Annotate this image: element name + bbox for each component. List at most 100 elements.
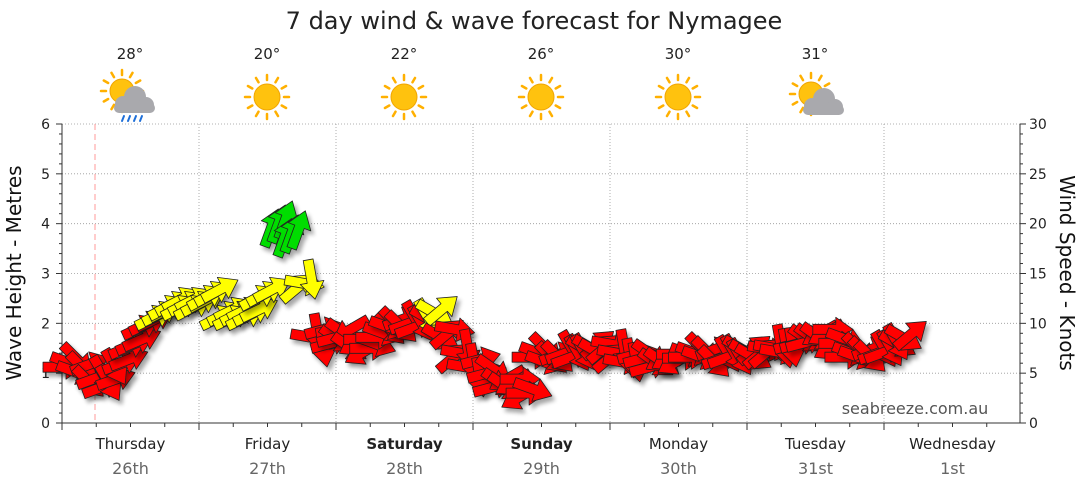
- sun-cloud-rain-icon: [99, 68, 155, 122]
- sun-ray: [411, 110, 417, 118]
- sun-ray: [246, 104, 254, 110]
- sun-ray: [799, 74, 805, 82]
- wind-arrow: [512, 377, 553, 402]
- x-day-label: Saturday: [366, 435, 443, 453]
- sun-ray: [254, 76, 260, 84]
- sun-disc: [664, 83, 692, 111]
- y-right-tick-label: 25: [1029, 167, 1047, 183]
- sun-ray: [102, 97, 110, 103]
- wind-arrow: [299, 258, 325, 300]
- wind-arrow-group: [501, 377, 553, 410]
- temperature-label: 31°: [802, 45, 829, 63]
- temperature-label: 20°: [254, 45, 281, 63]
- watermark: seabreeze.com.au: [842, 399, 989, 418]
- y-left-tick-label: 2: [41, 316, 50, 332]
- sun-disc: [527, 83, 555, 111]
- wind-arrow-group: [420, 317, 475, 351]
- cloud-shape: [803, 88, 844, 115]
- x-day-label: Friday: [245, 435, 291, 453]
- wind-arrow: [199, 276, 239, 304]
- y-right-tick-label: 30: [1029, 117, 1047, 133]
- cloud-base: [114, 103, 155, 113]
- sun-ray: [280, 104, 288, 110]
- sun-icon: [243, 73, 291, 121]
- sun-ray: [799, 106, 805, 114]
- y-right-tick-label: 15: [1029, 267, 1047, 283]
- rain-drop: [139, 115, 143, 122]
- weather-icons: 28° 20° 22° 26° 30° 31°: [99, 45, 844, 122]
- y-right-label: Wind Speed - Knots: [1055, 175, 1079, 371]
- wind-arrow-group: [278, 258, 325, 305]
- sun-icon: [654, 73, 702, 121]
- x-date-label: 26th: [112, 459, 149, 478]
- sun-ray: [254, 110, 260, 118]
- y-left-tick-label: 4: [41, 217, 50, 233]
- sun-ray: [665, 110, 671, 118]
- y-left-tick-label: 0: [41, 416, 50, 432]
- sun-ray: [134, 79, 142, 85]
- axes: 0 1 2 3 4 5 6 0 5 10 15 20 25 30 Thursday 26th Friday 27t…: [41, 117, 1047, 478]
- sun-ray: [110, 71, 116, 79]
- sun-ray: [554, 104, 562, 110]
- y-left-tick-label: 1: [41, 366, 50, 382]
- sun-ray: [520, 104, 528, 110]
- temperature-label: 26°: [528, 45, 555, 63]
- wind-arrow-group: [185, 276, 239, 312]
- sun-ray: [128, 71, 134, 79]
- wind-arrow-group: [272, 210, 312, 259]
- sun-ray: [691, 104, 699, 110]
- y-left-tick-label: 3: [41, 267, 50, 283]
- sun-ray: [791, 100, 799, 106]
- chart-title: 7 day wind & wave forecast for Nymagee: [286, 7, 783, 35]
- sun-ray: [520, 84, 528, 90]
- sun-ray: [110, 103, 116, 111]
- x-day-label: Thursday: [95, 435, 166, 453]
- wind-arrow: [422, 296, 458, 327]
- sun-ray: [528, 76, 534, 84]
- temperature-label: 28°: [117, 45, 144, 63]
- sun-ray: [685, 110, 691, 118]
- sun-ray: [417, 104, 425, 110]
- y-left-tick-label: 6: [41, 117, 50, 133]
- wind-arrow-group: [413, 296, 458, 336]
- x-date-label: 28th: [386, 459, 423, 478]
- sun-ray: [417, 84, 425, 90]
- y-left-label: Wave Height - Metres: [2, 165, 26, 380]
- sun-ray: [685, 76, 691, 84]
- x-date-label: 29th: [523, 459, 560, 478]
- sun-ray: [817, 74, 823, 82]
- sun-disc: [390, 83, 418, 111]
- wind-arrow-group: [882, 321, 927, 361]
- sun-ray: [665, 76, 671, 84]
- y-right-tick-label: 5: [1029, 366, 1038, 382]
- sun-ray: [791, 82, 799, 88]
- sun-ray: [657, 104, 665, 110]
- x-date-label: 1st: [940, 459, 965, 478]
- sun-ray: [548, 76, 554, 84]
- y-right-tick-label: 10: [1029, 316, 1047, 332]
- wind-arrow: [286, 210, 312, 251]
- x-day-label: Wednesday: [909, 435, 996, 453]
- sun-ray: [102, 79, 110, 85]
- y-right-tick-label: 20: [1029, 217, 1047, 233]
- sun-ray: [391, 76, 397, 84]
- rain-drop: [127, 115, 131, 122]
- sun-ray: [274, 110, 280, 118]
- sun-ray: [246, 84, 254, 90]
- sun-ray: [411, 76, 417, 84]
- rain-drop: [121, 115, 125, 122]
- sun-icon: [380, 73, 428, 121]
- x-date-label: 31st: [798, 459, 833, 478]
- sun-ray: [657, 84, 665, 90]
- grid: [62, 123, 1020, 423]
- sun-disc: [253, 83, 281, 111]
- wind-arrows: [42, 200, 927, 410]
- x-day-label: Monday: [649, 435, 708, 453]
- x-day-label: Sunday: [510, 435, 573, 453]
- sun-cloud-icon: [788, 71, 844, 117]
- y-left-tick-label: 5: [41, 167, 50, 183]
- sun-ray: [391, 110, 397, 118]
- x-date-label: 27th: [249, 459, 286, 478]
